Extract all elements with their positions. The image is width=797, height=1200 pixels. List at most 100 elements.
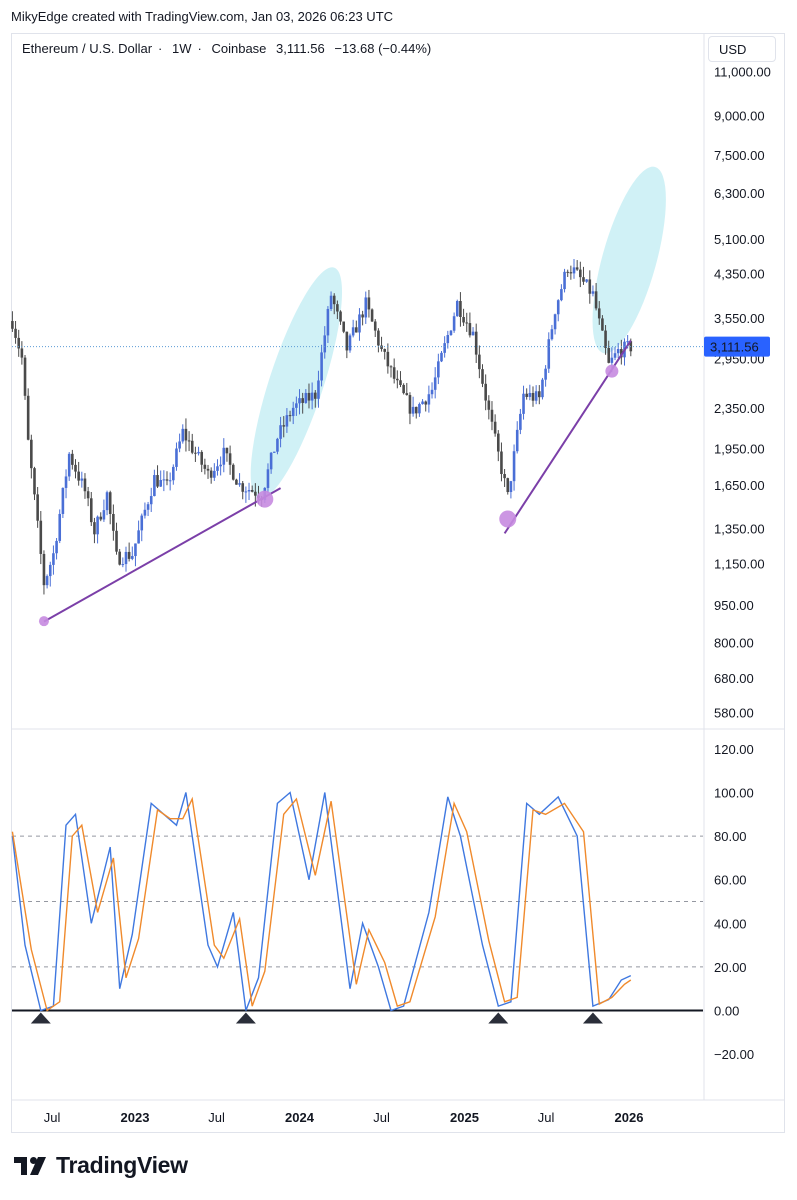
candle-body [616,349,620,354]
candle-body [348,335,352,351]
candle-body [247,490,251,492]
candle-body [443,343,446,353]
osc-tick-label: 80.00 [714,829,747,844]
candle-body [209,470,213,478]
candle-body [601,318,604,331]
candle-body [105,492,109,511]
trendline-1[interactable] [43,487,282,623]
candle-body [563,271,566,290]
candle-body [71,453,74,465]
candle-body [231,464,235,480]
candle-body [307,392,311,401]
candle-body [588,279,592,294]
osc-tick-label: 120.00 [714,742,754,757]
candle-body [626,341,629,343]
candle-body [134,543,137,557]
candle-body [17,337,21,349]
osc-tick-label: 0.00 [714,1004,739,1019]
candle-body [14,328,17,338]
trendline-touch-point-1 [38,616,49,627]
candle-body [474,331,478,355]
candle-body [550,329,554,340]
candle-body [108,492,112,514]
time-tick-label: 2025 [450,1110,479,1125]
tradingview-logo-text: TradingView [56,1152,188,1178]
candle-body [213,470,216,478]
price-tick-label: 580.00 [714,705,754,720]
candle-body [219,464,222,467]
candle-body [181,428,185,442]
osc-tick-label: 60.00 [714,873,747,888]
candle-body [500,451,503,475]
price-tick-label: 1,150.00 [714,556,765,571]
legend-symbol[interactable]: Ethereum / U.S. Dollar [22,41,153,56]
candle-body [225,447,229,454]
candle-body [143,509,147,516]
candle-body [86,491,90,499]
candle-body [112,513,115,531]
candle-body [389,366,393,368]
candle-body [190,440,194,453]
candle-body [244,491,248,493]
candle-body [440,352,443,362]
time-tick-label: Jul [538,1110,555,1125]
candle-body [358,314,361,333]
candle-body [102,510,106,520]
candle-body [528,392,532,397]
candle-body [437,361,440,378]
candle-body [569,272,573,274]
candle-body [298,398,301,404]
chart-frame [11,33,785,1133]
candle-body [127,551,131,559]
time-tick-label: 2024 [285,1110,315,1125]
candle-body [23,357,27,396]
candle-body [118,551,121,565]
candle-body [487,400,491,410]
candle-body [313,392,317,399]
candle-body [124,551,128,565]
osc-bottom-marker-2 [235,1012,256,1024]
candle-body [582,277,585,282]
candle-body [613,353,617,358]
tradingview-logo-icon [14,1156,46,1175]
candle-body [509,481,513,493]
candle-body [531,392,535,401]
candle-body [149,496,153,505]
candle-body [89,498,93,523]
candle-body [373,321,377,331]
candle-body [206,468,210,471]
candle-body [556,300,560,315]
candle-body [459,301,462,318]
candle-body [36,494,39,521]
candle-body [64,476,68,488]
tradingview-logo[interactable]: TradingView [14,1152,188,1179]
candle-body [585,279,588,282]
candle-body [99,516,103,520]
candle-body [30,439,33,469]
candle-body [285,415,289,427]
time-tick-label: Jul [208,1110,225,1125]
candle-body [566,271,570,273]
highlight-ellipse-1 [250,267,343,499]
candle-body [310,392,314,401]
price-tick-label: 1,350.00 [714,521,765,536]
candle-body [241,483,245,492]
candle-body [452,316,456,331]
candle-body [490,409,494,422]
candle-body [291,407,295,417]
candle-body [449,330,453,336]
candle-body [323,335,327,353]
candle-body [427,394,431,405]
candle-body [55,540,58,554]
trendline-touch-point-3 [499,510,517,528]
stoch-series-d [11,796,632,1012]
candle-body [538,391,541,398]
price-tick-label: 7,500.00 [714,148,765,163]
candle-body [45,576,49,586]
candle-body [591,291,595,294]
currency-button[interactable]: USD [708,36,776,62]
candle-body [575,267,579,270]
osc-tick-label: 20.00 [714,960,747,975]
candle-body [276,438,279,452]
